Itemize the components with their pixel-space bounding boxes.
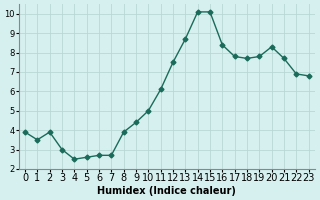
X-axis label: Humidex (Indice chaleur): Humidex (Indice chaleur) — [97, 186, 236, 196]
